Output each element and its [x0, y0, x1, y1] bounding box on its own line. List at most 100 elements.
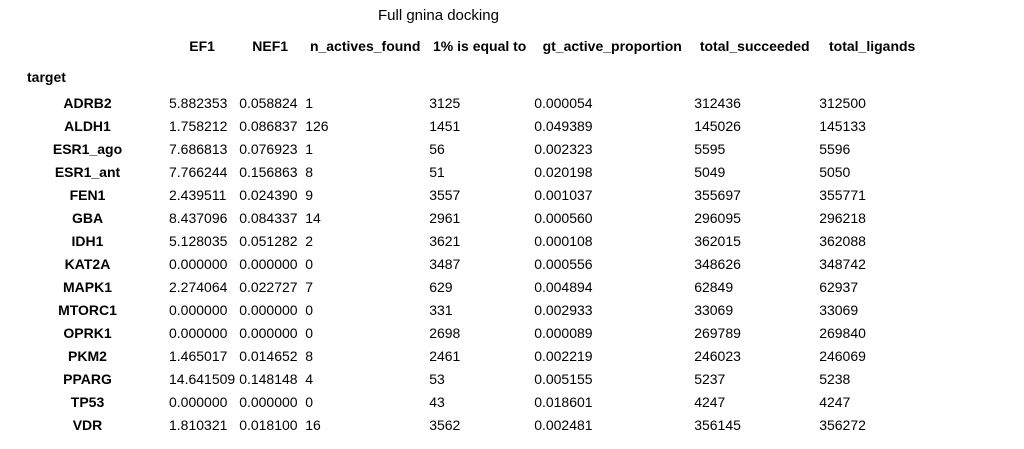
row-target-label: VDR [72, 417, 103, 433]
table-cell: 269840 [819, 325, 866, 341]
column-header: total_succeeded [699, 38, 810, 54]
table-cell: 0.000000 [169, 325, 228, 341]
row-target-label: KAT2A [64, 256, 111, 272]
table-cell: 145026 [694, 118, 741, 134]
table-cell: 0.002219 [534, 348, 593, 364]
table-cell: 3557 [429, 187, 461, 203]
table-body: ADRB2 5.882353 0.058824 1 3125 0.000054 312436… [8, 92, 927, 437]
table-cell: 0.024390 [239, 187, 298, 203]
table-cell: 62937 [819, 279, 859, 295]
table-row: FEN1 2.439511 0.024390 9 3557 0.001037 355697 3… [8, 184, 927, 207]
header-blank [8, 30, 167, 62]
table-cell: 2.439511 [169, 187, 227, 203]
table-cell: 53 [429, 371, 445, 387]
table-cell: 0.000000 [169, 394, 228, 410]
table-cell: 246023 [694, 348, 741, 364]
results-table: EF1 NEF1 n_actives_found 1% is equal to … [8, 30, 927, 437]
table-cell: 9 [305, 187, 313, 203]
table-cell: 62849 [694, 279, 734, 295]
row-target-label: FEN1 [69, 187, 106, 203]
table-cell: 4247 [819, 394, 851, 410]
table-cell: 362015 [694, 233, 741, 249]
row-target-label: ESR1_ant [54, 164, 121, 180]
table-cell: 0.000000 [239, 302, 298, 318]
index-name: target [27, 69, 66, 85]
table-cell: 33069 [819, 302, 859, 318]
table-cell: 1 [305, 141, 313, 157]
table-cell: 0.000108 [534, 233, 593, 249]
table-cell: 2961 [429, 210, 461, 226]
table-cell: 0.148148 [239, 371, 298, 387]
table-cell: 0.018100 [239, 417, 298, 433]
table-cell: 5.128035 [169, 233, 228, 249]
table-cell: 8 [305, 348, 313, 364]
table-cell: 0.001037 [534, 187, 593, 203]
table-cell: 5.882353 [169, 95, 228, 111]
table-cell: 1 [305, 95, 313, 111]
table-cell: 1.810321 [169, 417, 228, 433]
table-cell: 126 [305, 118, 329, 134]
table-cell: 145133 [819, 118, 866, 134]
table-row: GBA 8.437096 0.084337 14 2961 0.000560 296095 2… [8, 207, 927, 230]
table-cell: 246069 [819, 348, 866, 364]
row-target-label: OPRK1 [63, 325, 112, 341]
table-cell: 14 [305, 210, 321, 226]
table-cell: 3487 [429, 256, 461, 272]
table-cell: 355771 [819, 187, 866, 203]
table-cell: 0 [305, 394, 313, 410]
table-cell: 355697 [694, 187, 741, 203]
table-cell: 356272 [819, 417, 866, 433]
table-cell: 33069 [694, 302, 734, 318]
table-cell: 348742 [819, 256, 866, 272]
table-cell: 0 [305, 256, 313, 272]
table-cell: 0.020198 [534, 164, 593, 180]
table-cell: 4247 [694, 394, 726, 410]
table-cell: 7.766244 [169, 164, 228, 180]
table-cell: 51 [429, 164, 445, 180]
table-cell: 5238 [819, 371, 851, 387]
row-target-label: MAPK1 [62, 279, 112, 295]
row-target-label: PPARG [63, 371, 112, 387]
column-header: total_ligands [829, 38, 916, 54]
table-row: MTORC1 0.000000 0.000000 0 331 0.002933 33069 3… [8, 299, 927, 322]
table-cell: 1451 [429, 118, 461, 134]
table-cell: 2698 [429, 325, 461, 341]
table-cell: 0.000054 [534, 95, 593, 111]
table-row: ALDH1 1.758212 0.086837 126 1451 0.049389 1450… [8, 115, 927, 138]
table-cell: 0.002323 [534, 141, 593, 157]
table-cell: 5595 [694, 141, 726, 157]
table-cell: 2 [305, 233, 313, 249]
table-cell: 362088 [819, 233, 866, 249]
table-row: OPRK1 0.000000 0.000000 0 2698 0.000089 269789… [8, 322, 927, 345]
table-cell: 0.076923 [239, 141, 298, 157]
table-cell: 16 [305, 417, 321, 433]
table-cell: 3621 [429, 233, 461, 249]
table-cell: 296218 [819, 210, 866, 226]
column-header: gt_active_proportion [542, 38, 682, 54]
column-header: n_actives_found [309, 38, 421, 54]
table-cell: 56 [429, 141, 445, 157]
table-cell: 0.156863 [239, 164, 298, 180]
table-cell: 0.000556 [534, 256, 593, 272]
table-cell: 5596 [819, 141, 851, 157]
table-cell: 269789 [694, 325, 741, 341]
column-header: NEF1 [252, 38, 289, 54]
table-cell: 312436 [694, 95, 741, 111]
table-cell: 0.058824 [239, 95, 298, 111]
row-target-label: ALDH1 [64, 118, 111, 134]
row-target-label: PKM2 [68, 348, 107, 364]
table-row: PKM2 1.465017 0.014652 8 2461 0.002219 246023 2… [8, 345, 927, 368]
table-cell: 0.000000 [239, 325, 298, 341]
column-header: 1% is equal to [433, 38, 527, 54]
table-cell: 0.000000 [239, 256, 298, 272]
table-cell: 0.002481 [534, 417, 593, 433]
table-row: ESR1_ant 7.766244 0.156863 8 51 0.020198 5049 5… [8, 161, 927, 184]
table-cell: 348626 [694, 256, 741, 272]
table-cell: 0.002933 [534, 302, 593, 318]
table-cell: 296095 [694, 210, 741, 226]
table-cell: 0.000089 [534, 325, 593, 341]
row-target-label: ESR1_ago [52, 141, 123, 157]
table-cell: 2461 [429, 348, 461, 364]
row-target-label: TP53 [70, 394, 105, 410]
table-cell: 629 [429, 279, 453, 295]
